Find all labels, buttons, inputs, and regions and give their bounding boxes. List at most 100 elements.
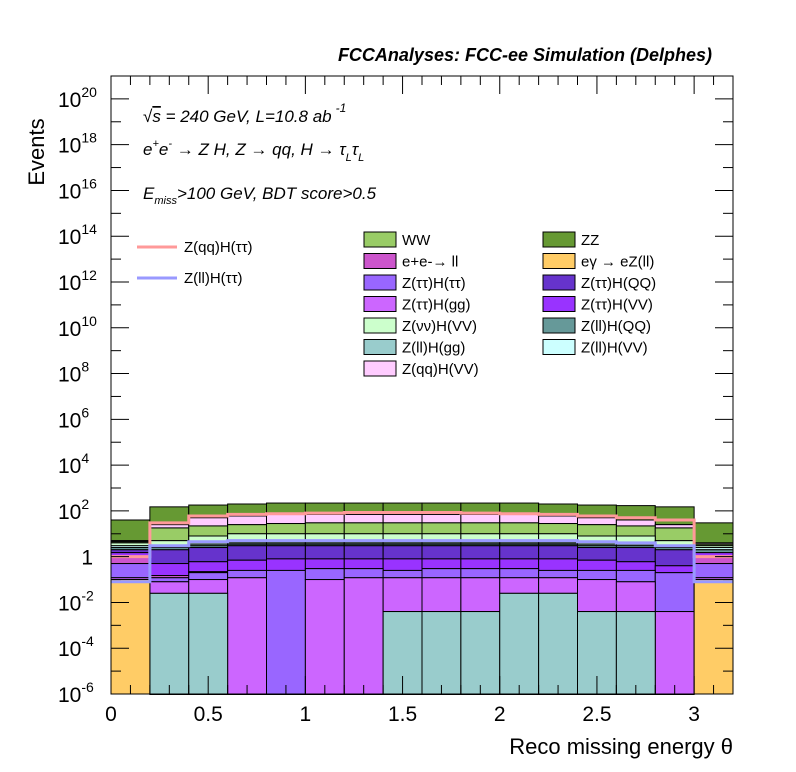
bar-z-h-gg-5 — [304, 579, 345, 695]
bar-z-ll-h-gg-13 — [615, 611, 656, 695]
bar-ww-13 — [615, 525, 656, 537]
bar-z-h-vv-12 — [577, 559, 617, 571]
bar-z-h-15 — [693, 563, 734, 579]
bar-z-qq-h-vv-10 — [499, 513, 540, 524]
bar-ww-4 — [266, 523, 306, 535]
legend-label-zz: ZZ — [581, 232, 599, 249]
bar-ww-6 — [343, 522, 384, 535]
legend-label-z-h-vv: Z(ττ)H(VV) — [581, 297, 653, 314]
legend-swatch-z-h-vv — [363, 317, 397, 334]
bar-z-h-8 — [421, 568, 462, 579]
bar-z-h-gg-12 — [577, 579, 617, 613]
legend-label-ww: WW — [402, 232, 431, 249]
x-tick-label: 1.5 — [388, 703, 417, 726]
bar-z-ll-h-gg-11 — [538, 592, 578, 695]
y-tick-base: 10 — [58, 272, 81, 295]
y-tick-label: 104 — [58, 450, 89, 478]
legend-label-z-h-qq: Z(ττ)H(QQ) — [581, 275, 656, 292]
legend-swatch-e-ez-ll — [542, 253, 576, 269]
x-tick-label: 2 — [494, 703, 506, 726]
y-tick-exponent: -4 — [81, 633, 94, 649]
y-tick-base: 10 — [58, 318, 81, 341]
y-tick-base: 10 — [58, 364, 81, 387]
bar-z-h-qq-14 — [654, 549, 695, 567]
bar-ww-2 — [188, 525, 229, 537]
bar-ww-9 — [460, 522, 501, 535]
legend-swatch-zz — [542, 231, 576, 248]
bar-z-qq-h-vv-3 — [227, 515, 267, 526]
legend-label-z-qq-h: Z(qq)H(ττ) — [184, 239, 253, 256]
bar-z-h-vv-9 — [460, 558, 501, 570]
bar-z-h-6 — [343, 568, 384, 579]
bar-z-qq-h-vv-9 — [460, 513, 501, 524]
bar-z-ll-h-gg-9 — [460, 611, 501, 695]
y-tick-base: 10 — [58, 684, 81, 707]
y-tick-exponent: 10 — [81, 313, 97, 329]
bar-z-h-vv-3 — [227, 559, 267, 571]
bar-z-h-vv-11 — [538, 558, 578, 571]
bar-z-h-qq-11 — [538, 545, 578, 560]
bar-ww-14 — [654, 527, 695, 542]
legend-label-z-qq-h-vv: Z(qq)H(VV) — [402, 361, 479, 378]
y-tick-base: 10 — [58, 501, 81, 524]
bar-z-h-gg-3 — [227, 577, 267, 695]
y-tick-label: 1 — [81, 547, 93, 570]
bar-z-h-qq-13 — [615, 547, 656, 563]
y-tick-exponent: -6 — [81, 679, 94, 695]
bar-z-h-gg-9 — [460, 577, 501, 613]
bar-z-h-qq-12 — [577, 547, 617, 561]
bar-z-h-14 — [654, 572, 695, 613]
y-tick-exponent: -2 — [81, 587, 94, 603]
bar-ww-3 — [227, 524, 267, 535]
bar-e-ez-ll-15 — [693, 579, 734, 695]
bar-ww-7 — [382, 522, 423, 535]
bar-z-h-1 — [149, 577, 190, 583]
bar-z-h-gg-8 — [421, 577, 462, 613]
bar-z-h-13 — [615, 569, 656, 583]
y-tick-label: 1012 — [58, 267, 97, 295]
bar-z-h-qq-10 — [499, 545, 540, 560]
bar-ww-12 — [577, 524, 617, 537]
bar-z-h-qq-1 — [149, 549, 190, 565]
bar-z-h-qq-9 — [460, 545, 501, 560]
line-z-qq-h — [111, 511, 733, 559]
legend-label-z-ll-h-gg: Z(ll)H(gg) — [402, 340, 465, 357]
bar-z-h-vv-4 — [266, 558, 306, 571]
bar-z-h-3 — [227, 569, 267, 579]
y-tick-base: 10 — [58, 409, 81, 432]
legend-swatch-e-e-ll — [363, 253, 397, 269]
bar-z-h-7 — [382, 569, 423, 579]
legend-swatch-z-h — [363, 274, 397, 291]
bar-z-h-qq-5 — [304, 545, 345, 560]
chart-header: FCCAnalyses: FCC-ee Simulation (Delphes) — [338, 45, 712, 65]
bar-ww-11 — [538, 523, 578, 535]
bar-z-h-vv-14 — [654, 565, 695, 574]
bar-z-qq-h-vv-11 — [538, 515, 578, 525]
y-tick-label: 1018 — [58, 130, 97, 158]
y-tick-exponent: 6 — [81, 404, 89, 420]
legend-label-z-ll-h: Z(ll)H(ττ) — [184, 270, 243, 287]
y-tick-label: 1014 — [58, 221, 97, 249]
bar-z-h-5 — [304, 568, 345, 581]
y-tick-label: 106 — [58, 404, 89, 432]
legend-swatch-z-ll-h-vv — [542, 339, 576, 355]
x-tick-label: 1 — [300, 703, 312, 726]
bar-z-qq-h-vv-8 — [421, 513, 462, 524]
bar-z-qq-h-vv-13 — [615, 519, 656, 527]
y-tick-base: 10 — [58, 638, 81, 661]
y-tick-exponent: 18 — [81, 130, 97, 146]
y-tick-base: 10 — [58, 135, 81, 158]
y-tick-exponent: 16 — [81, 175, 97, 191]
x-tick-labels: 0 0.5 1 1.5 2 2.5 3 — [105, 703, 700, 726]
y-tick-base: 10 — [58, 592, 81, 615]
bar-z-h-11 — [538, 569, 578, 579]
bar-z-h-vv-5 — [304, 558, 345, 570]
y-axis-label: Events — [24, 118, 49, 185]
bar-ww-8 — [421, 522, 462, 535]
bar-z-h-qq-4 — [266, 545, 306, 560]
bar-zz-15 — [693, 522, 734, 544]
y-tick-exponent: 14 — [81, 221, 97, 237]
bar-ww-5 — [304, 522, 345, 535]
bar-zz-14 — [654, 506, 695, 526]
